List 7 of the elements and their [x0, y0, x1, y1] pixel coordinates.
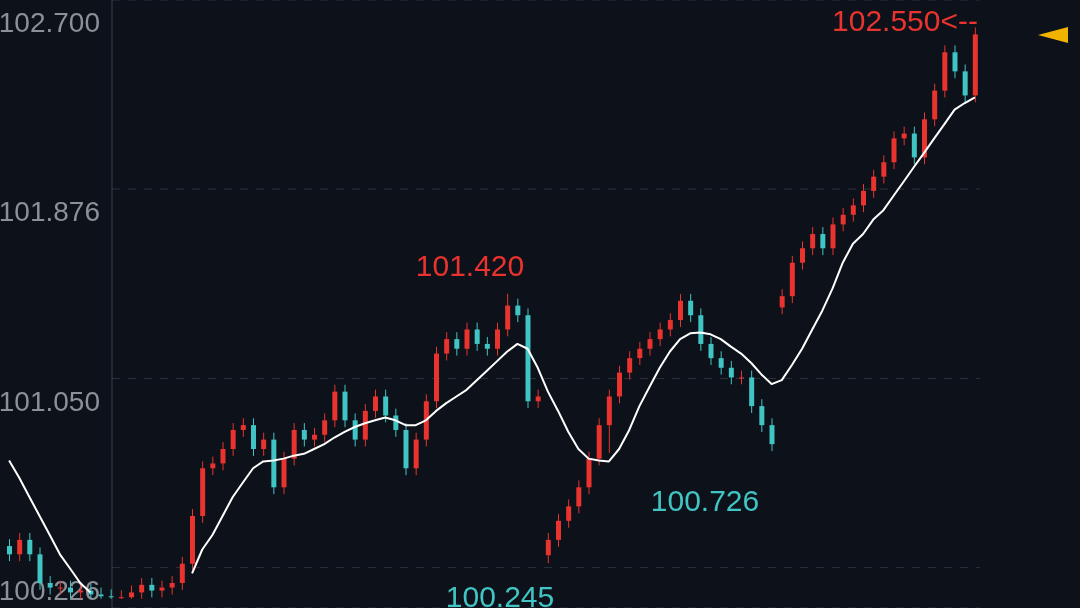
y-tick-label: 101.050 [0, 385, 100, 417]
annotation: 102.550<-- [832, 4, 978, 38]
annotation: 101.420 [415, 249, 525, 283]
annotation: 100.245 [445, 580, 555, 608]
y-tick-label: 102.700 [0, 7, 100, 38]
y-tick-label: 101.876 [0, 196, 100, 228]
annotation: 100.726 [650, 484, 760, 518]
